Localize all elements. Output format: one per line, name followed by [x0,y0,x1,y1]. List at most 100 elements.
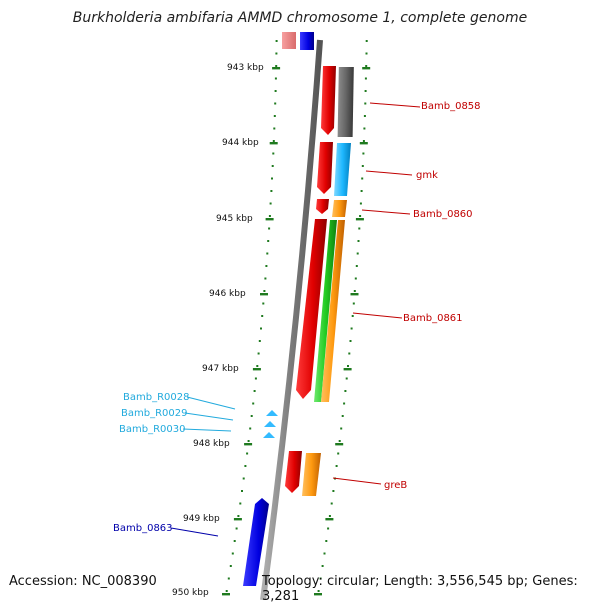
tick-dot [338,440,341,442]
gene-red-0860 [316,199,329,214]
tick-dot [247,440,250,442]
gene-blue-0863 [243,498,269,586]
gene-cyan-gmk [334,143,351,196]
tick-dot [239,502,242,505]
tick-dot [325,540,328,542]
tick-dot [353,290,356,292]
major-tick [265,218,274,221]
tick-dot [233,540,236,542]
tick-dot [274,77,277,80]
tick-dot [252,402,255,405]
chromosome-backbone [260,39,323,600]
tick-dot [364,102,367,105]
tick-dot [273,115,276,117]
tick-dot [270,190,273,192]
gene-label-bamb-r0030[interactable]: Bamb_R0030 [119,424,185,435]
tick-dot [361,165,364,167]
major-tick [233,518,242,521]
tick-label-950: 950 kbp [172,588,209,598]
tick-dot [359,215,362,217]
tick-dot [269,202,272,205]
gene-green-0861 [314,220,337,402]
tick-dot [363,127,366,130]
tick-dot [253,390,256,392]
tick-dot [344,390,347,392]
major-tick [252,368,261,371]
tick-dot [335,465,338,467]
tick-dot [362,152,365,155]
gene-label-bamb-r0028[interactable]: Bamb_R0028 [123,392,189,403]
tick-dot [261,315,264,317]
map-title: Burkholderia ambifaria AMMD chromosome 1… [72,10,528,26]
gene-label-greB[interactable]: greB [384,480,407,491]
tick-dot [350,327,353,330]
tick-dot [227,577,230,580]
tick-dot [365,52,368,55]
tick-dot [241,490,243,492]
tick-dot [328,515,331,517]
gene-orange-0861 [321,220,345,402]
tick-dot [268,227,271,230]
major-tick [350,293,359,296]
gene-label-bamb-0861[interactable]: Bamb_0861 [403,313,463,324]
tick-dot [274,90,277,92]
tick-dot [332,490,335,492]
gene-red-gmk [317,142,333,194]
tick-label-943: 943 kbp [227,63,264,73]
tick-dot [250,415,253,417]
tick-dot [337,452,340,455]
major-tick [272,67,281,70]
tick-dot [275,52,278,55]
gene-red-greB [285,451,302,493]
tick-dot [254,377,257,380]
tick-dot [347,365,349,367]
major-tick [359,142,368,145]
tick-dot [352,302,355,305]
tick-dot [272,152,275,155]
gene-label-bamb-0863[interactable]: Bamb_0863 [113,523,173,534]
tick-dot [244,465,247,467]
tick-dot [262,302,265,305]
tick-dot [321,565,324,567]
tick-dot [360,190,363,192]
tick-dot [343,402,346,405]
tick-dot [258,340,261,342]
tick-dot [268,215,271,217]
tick-dot [319,577,322,580]
gene-label-bamb-0858[interactable]: Bamb_0858 [421,101,481,112]
gene-red-0861 [296,219,327,399]
gene-pink-top [282,32,296,49]
major-tick [362,67,371,70]
tick-dot [263,290,266,292]
tick-dot [242,477,245,480]
leader-lines [170,102,421,537]
tick-dot [317,590,320,592]
tick-dot-tracks [222,40,371,596]
accession-text: Accession: NC_008390 [9,574,157,589]
tick-label-946: 946 kbp [209,289,246,299]
tick-dot [365,40,368,42]
tick-dot [274,102,277,105]
tick-dot [271,165,274,167]
tick-dot [260,327,262,330]
gene-red-0858 [321,66,336,135]
gene-label-bamb-0860[interactable]: Bamb_0860 [413,209,473,220]
gene-label-bamb-r0029[interactable]: Bamb_R0029 [121,408,187,419]
tick-dot [363,115,366,117]
tick-dot [249,427,252,430]
tick-dot [246,452,249,455]
tick-label-947: 947 kbp [202,364,239,374]
gene-label-gmk[interactable]: gmk [416,170,438,181]
trna-triangle-0029 [264,421,276,427]
gene-orange-greB [302,453,321,496]
tick-dot [361,177,364,180]
tick-dot [256,365,259,367]
tick-dot [351,315,354,317]
tick-dot [340,427,343,430]
tick-dot [275,65,278,67]
tick-dot [327,527,330,530]
major-tick [260,293,268,296]
major-tick [244,443,253,446]
gene-orange-0860 [332,200,347,217]
